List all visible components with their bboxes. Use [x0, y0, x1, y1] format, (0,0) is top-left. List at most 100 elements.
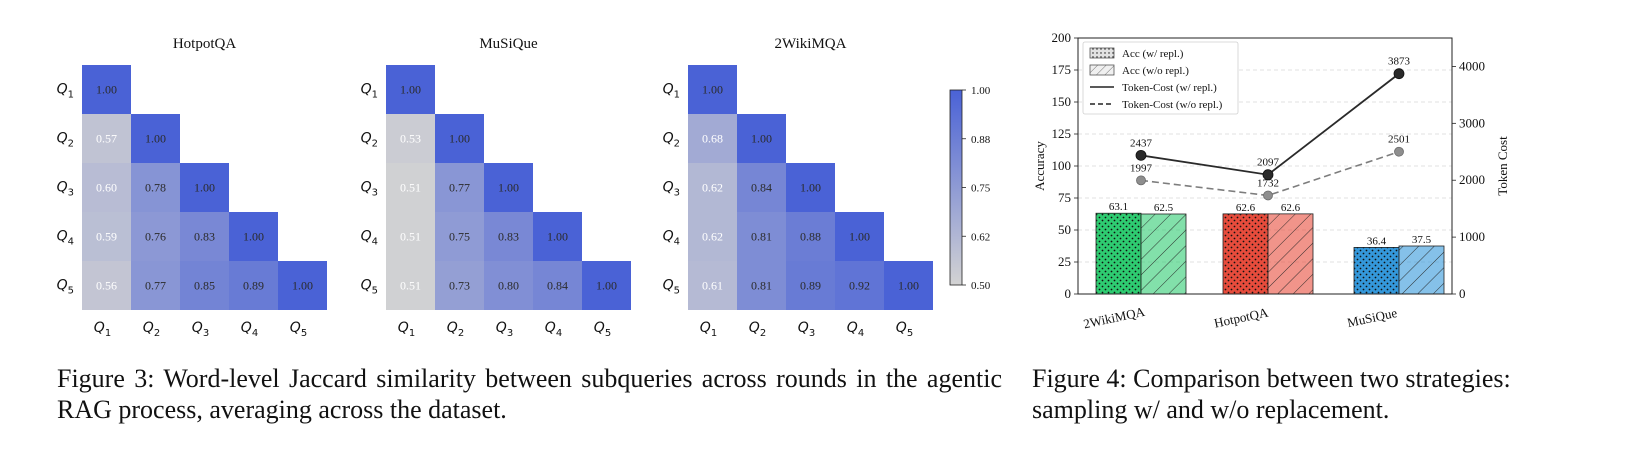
heatmap-cell-label: 0.51 — [400, 230, 421, 244]
heatmap-cell-label: 1.00 — [243, 230, 264, 244]
x-tick-label: 2WikiMQA — [1082, 304, 1147, 332]
col-tick-label: Q5 — [594, 320, 611, 339]
legend-label: Acc (w/ repl.) — [1122, 48, 1184, 60]
heatmap-cell — [737, 212, 786, 261]
col-tick-label: Q4 — [847, 320, 864, 339]
colorbar-tick-label: 1.00 — [971, 85, 991, 97]
series-point — [1136, 175, 1146, 186]
heatmap-cell-label: 0.83 — [498, 230, 519, 244]
heatmap-cell — [484, 163, 533, 212]
heatmap-cell-label: 1.00 — [449, 132, 470, 146]
heatmap-cell-label: 0.51 — [400, 279, 421, 293]
heatmap-cell-label: 0.56 — [96, 279, 117, 293]
row-tick-label: Q4 — [57, 229, 74, 248]
heatmap-cell-label: 0.77 — [449, 181, 470, 195]
col-tick-label: Q1 — [700, 320, 717, 339]
heatmap-cell-label: 0.53 — [400, 132, 421, 146]
x-tick-label: HotpotQA — [1213, 304, 1270, 330]
legend: Acc (w/ repl.) Acc (w/o repl.) Token-Cost … — [1082, 41, 1239, 115]
y-tick-label: 175 — [1052, 62, 1072, 77]
heatmap-group: HotpotQA 1.00 0.57 1.00 0.60 0.78 1.00 0.59 0.76… — [57, 36, 933, 339]
heatmap-cell — [180, 261, 229, 310]
heatmap-cell — [435, 261, 484, 310]
point-value-label: 2437 — [1130, 137, 1153, 149]
heatmap-cell-label: 0.59 — [96, 230, 117, 244]
row-tick-label: Q1 — [663, 82, 680, 101]
heatmap-cell-label: 0.76 — [145, 230, 166, 244]
heatmap-cell — [737, 114, 786, 163]
heatmap-cell-label: 1.00 — [898, 279, 919, 293]
row-tick-label: Q4 — [361, 229, 378, 248]
heatmap-cell — [180, 163, 229, 212]
figure-4-caption: Figure 4: Comparison between two strateg… — [1032, 364, 1511, 424]
bar-hatch — [1140, 213, 1187, 295]
series-point — [1393, 68, 1405, 80]
heatmap-cell — [786, 261, 835, 310]
row-tick-label: Q1 — [361, 82, 378, 101]
col-tick-label: Q1 — [398, 320, 415, 339]
heatmap-cell — [737, 163, 786, 212]
heatmap-title: MuSiQue — [479, 36, 538, 52]
heatmap-cell-label: 0.85 — [194, 279, 215, 293]
y-tick-label: 125 — [1052, 126, 1072, 141]
heatmap-cell — [229, 212, 278, 261]
y2-tick-label: 1000 — [1459, 229, 1485, 244]
heatmap-cell-label: 0.88 — [800, 230, 821, 244]
heatmap-cell — [229, 261, 278, 310]
heatmap-cell — [131, 261, 180, 310]
heatmap-cell-label: 0.89 — [243, 279, 264, 293]
colorbar-tick-label: 0.75 — [971, 183, 991, 195]
heatmap-cell-label: 0.62 — [702, 181, 723, 195]
heatmap-cell — [533, 261, 582, 310]
y2-tick-label: 4000 — [1459, 58, 1485, 73]
heatmap-cell — [82, 163, 131, 212]
col-tick-label: Q3 — [496, 320, 513, 339]
bar-hatch — [1398, 245, 1445, 295]
bar-value-label: 37.5 — [1412, 234, 1432, 246]
heatmap-cell — [786, 212, 835, 261]
heatmap-cell — [82, 212, 131, 261]
x-tick-label: MuSiQue — [1346, 305, 1399, 330]
point-value-label: 2097 — [1257, 157, 1280, 169]
heatmap-cell — [786, 163, 835, 212]
heatmap-cell — [435, 212, 484, 261]
bar-value-label: 63.1 — [1109, 201, 1128, 213]
heatmap-cell-label: 0.61 — [702, 279, 723, 293]
heatmap-cell-label: 0.78 — [145, 181, 166, 195]
y-tick-label: 75 — [1058, 190, 1071, 205]
heatmap-cell-label: 1.00 — [400, 83, 421, 97]
col-tick-label: Q3 — [798, 320, 815, 339]
heatmap-cell-label: 0.84 — [547, 279, 568, 293]
heatmap-cell — [533, 212, 582, 261]
colorbar-tick-label: 0.50 — [971, 280, 991, 292]
heatmap-cell-label: 0.77 — [145, 279, 166, 293]
legend-label: Acc (w/o repl.) — [1122, 65, 1189, 77]
heatmap-cell — [884, 261, 933, 310]
legend-swatch-hatch — [1089, 64, 1115, 76]
heatmap-cell-label: 1.00 — [596, 279, 617, 293]
colorbar-gradient — [949, 89, 963, 286]
heatmap-cell-label: 0.73 — [449, 279, 470, 293]
heatmap-cell — [484, 261, 533, 310]
heatmap-3: 2WikiMQA 1.00 0.68 1.00 0.62 0.84 1.00 0.62 0.81… — [663, 36, 933, 339]
heatmap-cell — [82, 114, 131, 163]
heatmap-cell-label: 0.75 — [449, 230, 470, 244]
row-tick-label: Q3 — [361, 180, 378, 199]
heatmap-cell-label: 1.00 — [498, 181, 519, 195]
y-tick-label: 50 — [1058, 222, 1071, 237]
row-tick-label: Q5 — [57, 278, 74, 297]
heatmap-cell-label: 0.68 — [702, 132, 723, 146]
heatmap-cell-label: 0.81 — [751, 279, 772, 293]
y-tick-label: 100 — [1052, 158, 1072, 173]
bar-hatch — [1222, 213, 1269, 295]
heatmap-cell-label: 0.80 — [498, 279, 519, 293]
heatmap-cell — [435, 114, 484, 163]
y2-tick-label: 2000 — [1459, 172, 1485, 187]
col-tick-label: Q1 — [94, 320, 111, 339]
y2-tick-label: 3000 — [1459, 115, 1485, 130]
heatmap-cell-label: 1.00 — [547, 230, 568, 244]
row-tick-label: Q1 — [57, 82, 74, 101]
heatmap-cell — [386, 163, 435, 212]
heatmap-cell-label: 0.89 — [800, 279, 821, 293]
heatmap-cell — [688, 212, 737, 261]
